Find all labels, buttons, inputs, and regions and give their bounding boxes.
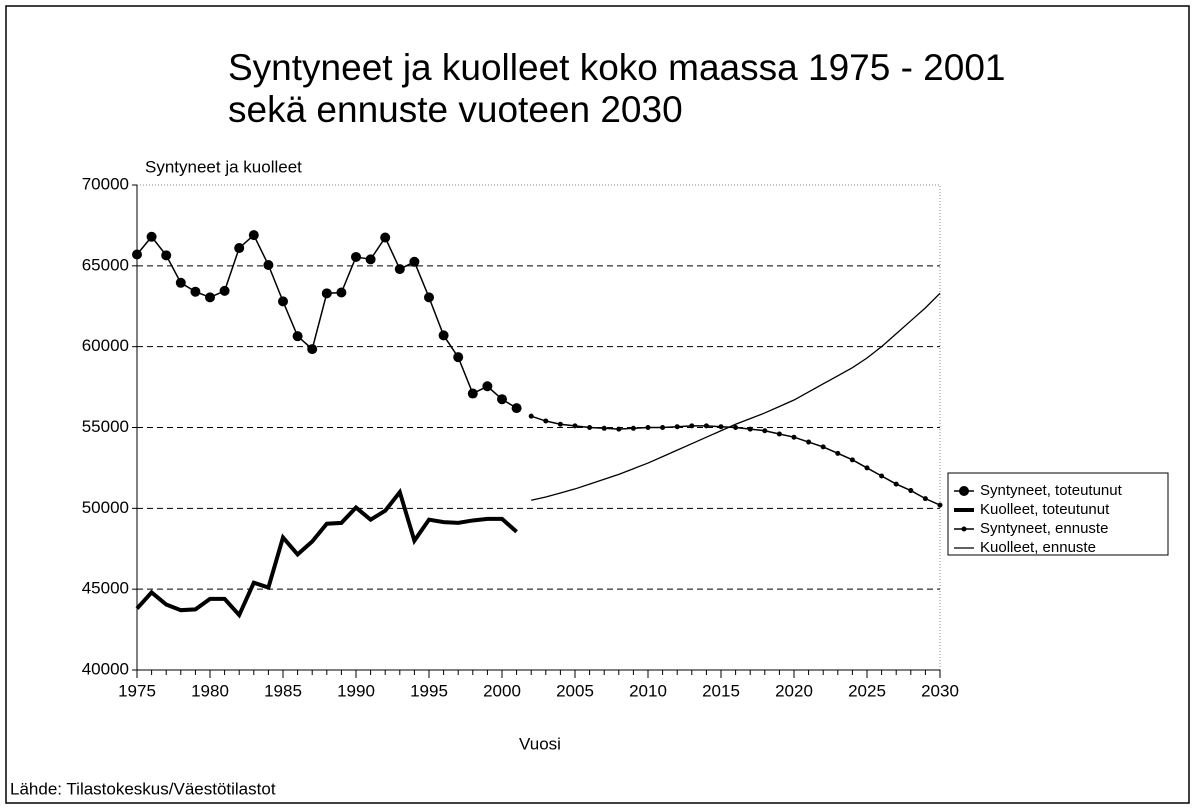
x-tick-label: 1990 bbox=[337, 681, 375, 700]
x-axis-label: Vuosi bbox=[519, 734, 561, 753]
point bbox=[336, 287, 347, 298]
point bbox=[161, 250, 172, 261]
point bbox=[219, 285, 230, 296]
point bbox=[587, 425, 593, 430]
point bbox=[132, 249, 142, 260]
point bbox=[438, 330, 449, 341]
series-line bbox=[135, 487, 518, 619]
y-tick-label: 55000 bbox=[82, 417, 129, 436]
point bbox=[409, 256, 420, 267]
point bbox=[557, 421, 563, 427]
point bbox=[365, 254, 376, 265]
point bbox=[893, 481, 899, 487]
point bbox=[572, 423, 578, 429]
point bbox=[864, 465, 870, 471]
y-tick-label: 60000 bbox=[82, 336, 129, 355]
legend-marker bbox=[961, 526, 967, 532]
point bbox=[467, 388, 478, 399]
point bbox=[453, 352, 464, 363]
point bbox=[718, 424, 724, 430]
x-tick-label: 1980 bbox=[191, 681, 229, 700]
x-tick-label: 2000 bbox=[483, 681, 521, 700]
source: Lähde: Tilastokeskus/Väestötilastot bbox=[10, 779, 276, 798]
x-tick-label: 2030 bbox=[921, 681, 959, 700]
point bbox=[791, 434, 797, 440]
point bbox=[248, 230, 259, 241]
x-tick-label: 2020 bbox=[775, 681, 813, 700]
point bbox=[733, 425, 739, 430]
point bbox=[849, 457, 855, 463]
x-tick-label: 1985 bbox=[264, 681, 302, 700]
point bbox=[908, 488, 914, 494]
point bbox=[630, 425, 636, 431]
point bbox=[278, 296, 288, 307]
point bbox=[307, 344, 318, 355]
y-tick-label: 45000 bbox=[82, 579, 129, 598]
point bbox=[645, 425, 651, 430]
point bbox=[321, 288, 332, 299]
y-tick-label: 65000 bbox=[82, 255, 129, 274]
legend-marker bbox=[959, 486, 969, 496]
point bbox=[879, 473, 885, 479]
x-tick-label: 2010 bbox=[629, 681, 667, 700]
point bbox=[292, 331, 303, 342]
point bbox=[394, 264, 405, 275]
point bbox=[263, 260, 274, 271]
point bbox=[146, 231, 157, 242]
point bbox=[820, 444, 826, 450]
point bbox=[762, 428, 768, 434]
legend bbox=[947, 472, 1169, 556]
point bbox=[511, 403, 522, 414]
point bbox=[922, 496, 928, 502]
legend-label: Kuolleet, ennuste bbox=[980, 539, 1096, 556]
point bbox=[835, 450, 841, 456]
y-tick-label: 40000 bbox=[82, 659, 129, 678]
y-axis-label: Syntyneet ja kuolleet bbox=[145, 157, 302, 176]
legend-label: Syntyneet, ennuste bbox=[980, 520, 1108, 537]
y-tick-label: 70000 bbox=[82, 174, 129, 193]
y-tick-label: 50000 bbox=[82, 498, 129, 517]
point bbox=[234, 243, 245, 254]
point bbox=[660, 425, 666, 430]
point bbox=[806, 439, 812, 445]
point bbox=[543, 418, 549, 424]
x-tick-label: 2005 bbox=[556, 681, 594, 700]
x-tick-label: 2015 bbox=[702, 681, 740, 700]
point bbox=[937, 502, 943, 508]
series-line bbox=[531, 292, 941, 501]
x-tick-label: 1975 bbox=[118, 681, 156, 700]
legend-label: Syntyneet, toteutunut bbox=[980, 482, 1123, 499]
chart-title: sekä ennuste vuoteen 2030 bbox=[228, 89, 683, 130]
point bbox=[674, 424, 680, 430]
point bbox=[205, 292, 215, 303]
legend-label: Kuolleet, toteutunut bbox=[980, 501, 1110, 518]
point bbox=[528, 413, 534, 419]
point bbox=[747, 426, 753, 432]
chart-title: Syntyneet ja kuolleet koko maassa 1975 -… bbox=[228, 47, 1006, 88]
point bbox=[351, 251, 361, 262]
point bbox=[482, 381, 493, 392]
point bbox=[497, 394, 507, 405]
point bbox=[380, 232, 391, 243]
point bbox=[424, 292, 434, 303]
point bbox=[703, 423, 709, 429]
x-tick-label: 2025 bbox=[848, 681, 886, 700]
point bbox=[601, 425, 607, 431]
point bbox=[190, 286, 201, 297]
point bbox=[689, 423, 695, 429]
point bbox=[616, 426, 622, 432]
point bbox=[776, 431, 782, 437]
x-tick-label: 1995 bbox=[410, 681, 448, 700]
point bbox=[175, 277, 186, 288]
